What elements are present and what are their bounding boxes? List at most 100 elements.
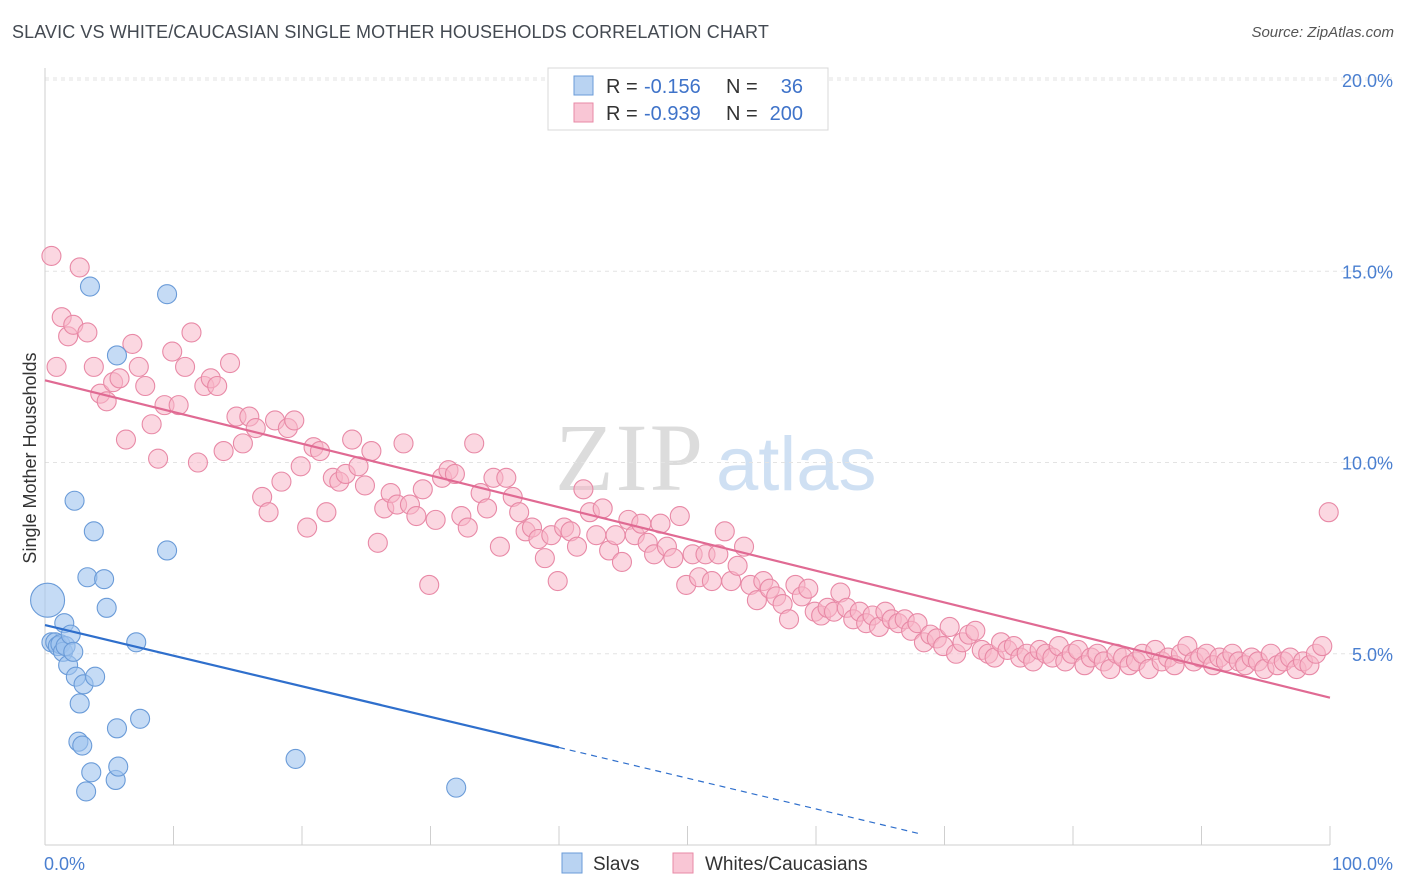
x-tick-label-max: 100.0%: [1332, 854, 1393, 874]
point-whites: [258, 502, 279, 523]
point-whites: [77, 322, 98, 343]
point-whites: [746, 590, 767, 611]
point-slavs: [77, 567, 98, 588]
y-tick-label: 5.0%: [1352, 645, 1393, 665]
point-slavs: [30, 582, 66, 618]
point-whites: [46, 356, 67, 377]
legend-n-label-slavs: N =: [726, 76, 758, 98]
point-whites: [425, 509, 446, 530]
point-whites: [207, 375, 228, 397]
point-whites: [509, 502, 530, 523]
point-whites: [367, 532, 388, 553]
top-legend-box: [547, 67, 829, 131]
grid: [45, 77, 1392, 655]
bottom-legend-swatch-whites: [672, 852, 694, 874]
point-whites: [419, 574, 440, 595]
x-tick-label-min: 0.0%: [44, 854, 85, 874]
point-whites: [69, 257, 90, 278]
point-whites: [489, 536, 510, 557]
point-whites: [354, 475, 376, 496]
point-slavs: [63, 641, 84, 662]
point-whites: [406, 505, 427, 527]
point-whites: [141, 414, 162, 435]
point-whites: [708, 544, 729, 565]
point-whites: [297, 517, 318, 538]
point-whites: [162, 341, 183, 362]
point-slavs: [130, 708, 151, 729]
point-whites: [1312, 636, 1333, 657]
y-tick-label: 15.0%: [1342, 262, 1393, 282]
point-whites: [412, 479, 433, 500]
point-slavs: [94, 569, 115, 590]
point-whites: [566, 536, 588, 557]
point-whites: [83, 356, 104, 377]
point-whites: [148, 448, 169, 469]
point-whites: [669, 505, 690, 527]
point-whites: [631, 513, 652, 534]
point-slavs: [157, 284, 178, 305]
point-whites: [798, 578, 819, 599]
bottom-legend-label-slavs: Slavs: [593, 854, 639, 875]
source-credit: Source: ZipAtlas.com: [1251, 24, 1394, 41]
point-whites: [181, 322, 202, 343]
point-slavs: [285, 748, 306, 769]
legend-n-value-slavs: 36: [781, 76, 803, 98]
legend-r-value-whites: -0.939: [644, 103, 701, 125]
point-slavs: [69, 693, 90, 714]
point-whites: [457, 517, 478, 538]
point-slavs: [108, 756, 129, 777]
axes: 5.0% 10.0% 15.0% 20.0% 0.0% 100.0%: [44, 68, 1393, 874]
point-whites: [701, 571, 722, 592]
point-whites: [271, 471, 292, 492]
point-slavs: [64, 490, 85, 511]
point-whites: [115, 429, 137, 450]
point-slavs: [79, 276, 101, 297]
trend-line-slavs-extension: [558, 746, 919, 835]
trend-line-whites: [44, 379, 1331, 699]
point-whites: [41, 245, 62, 266]
y-tick-label: 20.0%: [1342, 71, 1393, 91]
point-slavs: [81, 762, 102, 783]
point-slavs: [157, 540, 178, 561]
point-whites: [128, 356, 149, 377]
point-whites: [778, 609, 800, 630]
point-slavs: [446, 777, 467, 798]
point-whites: [965, 620, 986, 641]
point-whites: [175, 356, 196, 377]
legend-n-label-whites: N =: [726, 103, 758, 125]
point-slavs: [85, 666, 106, 687]
point-whites: [187, 452, 208, 473]
point-whites: [573, 479, 594, 500]
trend-line-slavs: [44, 623, 560, 749]
watermark: ZIP atlas: [555, 404, 877, 511]
legend-r-label-slavs: R =: [606, 76, 638, 98]
watermark-atlas: atlas: [716, 422, 877, 507]
point-whites: [464, 433, 485, 454]
point-whites: [907, 613, 928, 634]
point-whites: [592, 498, 613, 519]
top-legend: R = -0.156 N = 36 R = -0.939 N = 200: [547, 67, 829, 131]
point-slavs: [60, 624, 81, 645]
point-whites: [1318, 502, 1339, 523]
point-whites: [714, 521, 735, 542]
point-whites: [232, 433, 253, 454]
point-whites: [290, 456, 311, 477]
point-whites: [168, 395, 189, 416]
point-whites: [611, 551, 633, 573]
point-slavs: [96, 597, 117, 618]
point-whites: [476, 498, 498, 519]
point-slavs: [106, 718, 128, 739]
bottom-legend-swatch-slavs: [561, 852, 583, 874]
chart-title: SLAVIC VS WHITE/CAUCASIAN SINGLE MOTHER …: [12, 22, 769, 42]
trend-lines: [44, 379, 1331, 835]
point-whites: [393, 433, 414, 454]
y-axis-title: Single Mother Households: [20, 352, 40, 563]
point-whites: [109, 368, 130, 389]
point-whites: [122, 333, 143, 354]
point-whites: [496, 467, 517, 488]
point-whites: [534, 548, 555, 569]
point-slavs: [106, 345, 128, 366]
legend-r-value-slavs: -0.156: [644, 76, 701, 98]
legend-n-value-whites: 200: [770, 103, 803, 125]
